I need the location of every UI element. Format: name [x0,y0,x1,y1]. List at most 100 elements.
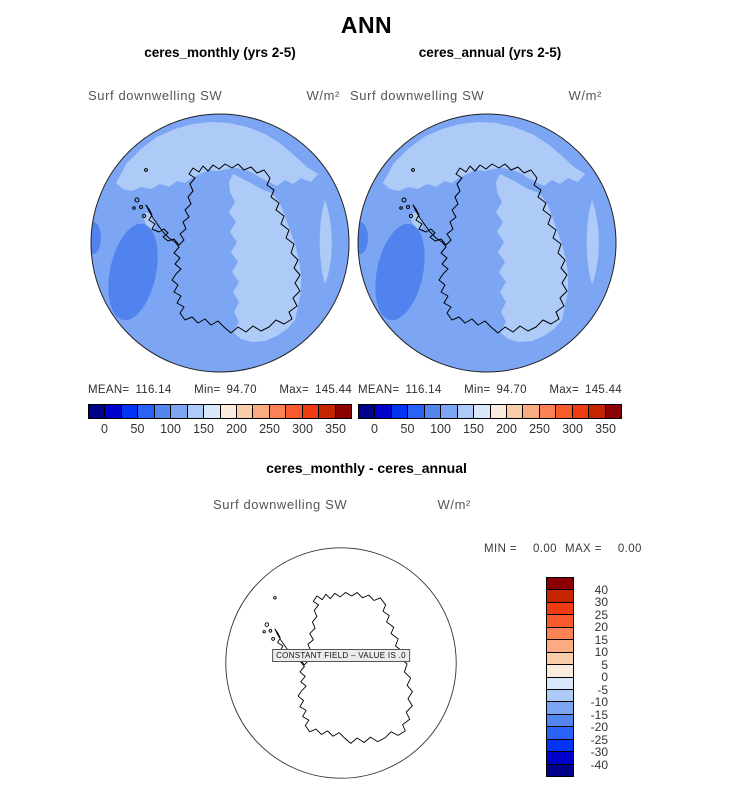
field-row-diff: Surf downwelling SW W/m² [213,497,471,512]
min-value: 94.70 [496,384,527,396]
colorbar-tick-label: 0 [101,422,108,436]
colorbar-tick-label: -25 [590,732,608,747]
min-label: Min= [464,384,491,396]
colorbar-cell [203,404,221,419]
max-value: 145.44 [315,384,352,396]
field-row-monthly: Surf downwelling SW W/m² [88,88,352,103]
mean-label: MEAN= [88,384,130,396]
colorbar-cell [423,404,442,419]
colorbar-cell [137,404,155,419]
colorbar-cell [104,404,122,419]
map-monthly [90,113,350,373]
colorbar-tick-label: -20 [590,720,608,734]
colorbar-tick-label: 200 [226,422,247,436]
colorbar-cell [546,713,574,728]
colorbar-cell [334,404,352,419]
map-rim [225,547,457,779]
mean-value: 116.14 [135,384,172,396]
colorbar-cell [186,404,205,419]
colorbar-cell [546,577,574,591]
panel-title-monthly: ceres_monthly (yrs 2-5) [144,45,296,60]
diff-max-value: 0.00 [617,543,642,555]
colorbar-diff-ticks: 40 30 25 20 15 10 5 0 -5 -10 -15 -20 -25 -30 -40 [576,577,610,777]
colorbar-tick-label: -30 [590,745,608,759]
colorbar-cell [546,751,574,765]
colorbar-cell [358,404,376,419]
colorbar-tick-label: 250 [529,422,550,436]
colorbar-tick-label: 150 [463,422,484,436]
colorbar-cell [546,614,574,628]
colorbar-cell [153,404,172,419]
colorbar-tick-label: 15 [594,632,608,647]
min-value: 94.70 [226,384,257,396]
colorbar-tick-label: 50 [130,422,145,436]
colorbar-cell [120,404,139,419]
colorbar-tick-label: 25 [594,607,608,622]
colorbar-cell [546,688,574,703]
colorbar-tick-label: 30 [594,595,608,609]
colorbar-cell [219,404,237,419]
map-rim [357,113,617,373]
page-title: ANN [340,12,393,38]
colorbar-cell [546,626,574,641]
colorbar-tick-label: -10 [590,695,608,709]
field-row-annual: Surf downwelling SW W/m² [350,88,614,103]
colorbar-monthly [88,404,352,419]
mean-label: MEAN= [358,384,400,396]
colorbar-ticks-annual: 0 50 100 150 200 250 300 350 [358,422,622,436]
colorbar-cell [546,601,574,616]
colorbar-cell [456,404,475,419]
colorbar-tick-label: 10 [594,645,608,659]
colorbar-ticks-monthly: 0 50 100 150 200 250 300 350 [88,422,352,436]
colorbar-cell [546,763,574,777]
colorbar-tick-label: 300 [292,422,313,436]
colorbar-tick-label: -40 [590,757,608,772]
max-label: Max= [549,384,579,396]
map-rim [90,113,350,373]
colorbar-cell [252,404,270,419]
colorbar-cell [546,676,574,690]
colorbar-tick-label: 5 [601,657,608,672]
colorbar-tick-label: 250 [259,422,280,436]
colorbar-cell [546,726,574,740]
colorbar-tick-label: 200 [496,422,517,436]
field-label: Surf downwelling SW [213,497,348,512]
panel-title-annual: ceres_annual (yrs 2-5) [418,45,562,60]
map-diff [225,547,457,779]
colorbar-cell [374,404,392,419]
mean-value: 116.14 [405,384,442,396]
colorbar-cell [555,404,573,419]
colorbar-cell [473,404,491,419]
stats-row-annual: MEAN= 116.14 Min= 94.70 Max= 145.44 [358,384,622,396]
colorbar-cell [588,404,606,419]
colorbar-cell [538,404,557,419]
diff-minmax-row: MIN = 0.00 MAX = 0.00 [484,543,642,555]
colorbar-cell [318,404,336,419]
colorbar-cell [390,404,409,419]
units-label: W/m² [437,497,471,512]
panel-title-diff: ceres_monthly - ceres_annual [266,460,467,476]
colorbar-tick-label: 150 [193,422,214,436]
colorbar-cell [285,404,303,419]
colorbar-cell [546,639,574,653]
colorbar-cell [440,404,458,419]
colorbar-cell [546,651,574,666]
colorbar-tick-label: -15 [590,707,608,722]
max-value: 145.44 [585,384,622,396]
units-label: W/m² [306,88,340,103]
colorbar-tick-label: -5 [597,682,608,697]
min-label: Min= [194,384,221,396]
colorbar-cell [88,404,106,419]
colorbar-tick-label: 300 [562,422,583,436]
colorbar-tick-label: 350 [595,422,616,436]
colorbar-tick-label: 100 [160,422,181,436]
colorbar-tick-label: 40 [594,582,608,597]
field-label: Surf downwelling SW [350,88,485,103]
map-diff-wrap: CONSTANT FIELD – VALUE IS .0 [224,546,458,780]
colorbar-cell [546,589,574,603]
diff-max-label: MAX = [564,543,602,555]
colorbar-tick-label: 350 [325,422,346,436]
colorbar-cell [235,404,254,419]
colorbar-tick-label: 0 [371,422,378,436]
